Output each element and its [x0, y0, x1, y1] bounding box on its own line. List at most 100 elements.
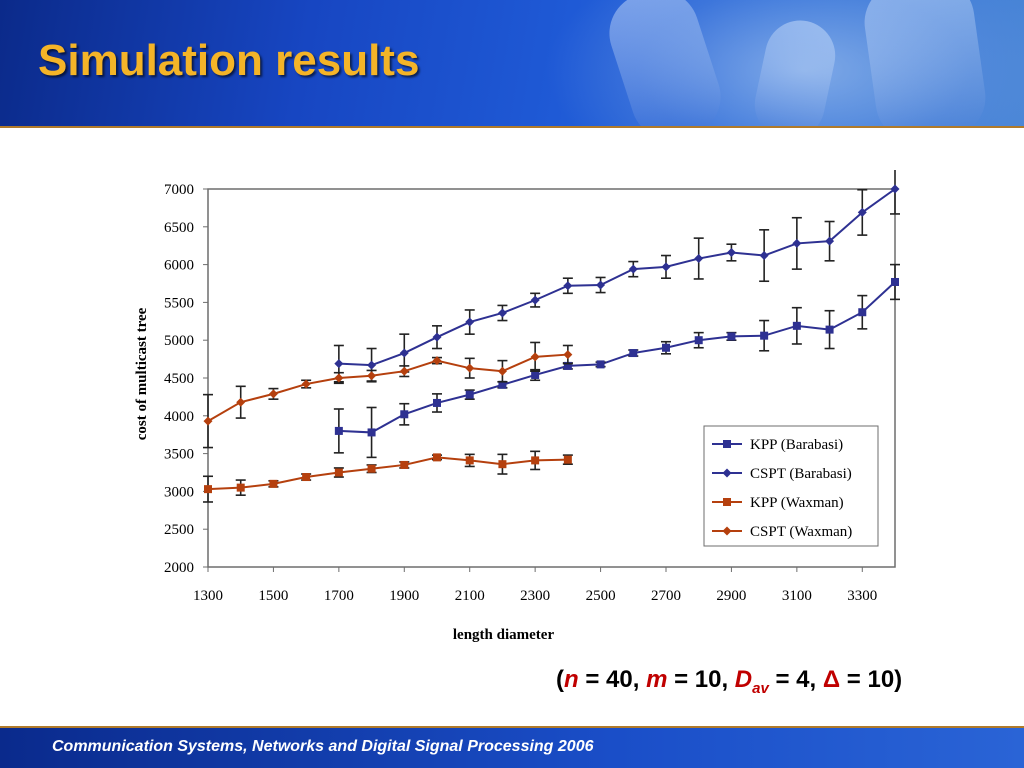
data-point	[334, 373, 344, 383]
data-point	[792, 238, 802, 248]
legend-entry: KPP (Waxman)	[750, 495, 844, 511]
data-point	[400, 460, 409, 469]
data-point	[204, 485, 212, 494]
data-point	[628, 264, 638, 274]
data-point	[563, 361, 572, 370]
data-point	[563, 350, 573, 360]
param-delta-symbol: Δ	[822, 666, 841, 693]
data-point	[433, 398, 441, 407]
header-divider	[0, 126, 1024, 128]
legend-entry: CSPT (Barabasi)	[750, 466, 852, 482]
x-tick-label: 1500	[258, 588, 288, 604]
data-point	[563, 455, 572, 464]
slide-title: Simulation results	[38, 36, 420, 85]
x-tick-label: 2500	[586, 588, 616, 604]
data-point	[334, 468, 343, 477]
param-m-value: = 10,	[667, 666, 735, 693]
data-point	[497, 308, 507, 318]
banner-glow	[544, 0, 1024, 128]
x-tick-label: 2900	[716, 588, 746, 604]
footer-divider	[0, 726, 1024, 728]
data-point	[857, 207, 867, 217]
data-point	[694, 336, 703, 345]
data-point	[759, 251, 769, 261]
x-tick-label: 3100	[782, 588, 812, 604]
data-point	[858, 308, 867, 317]
data-point	[334, 426, 343, 435]
data-point	[694, 254, 704, 264]
data-point	[334, 359, 344, 369]
param-n-value: = 40,	[578, 666, 647, 693]
data-point	[825, 236, 835, 246]
y-axis-label: cost of multicast tree	[134, 307, 150, 440]
param-m-var: m	[646, 666, 668, 693]
data-point	[236, 397, 246, 407]
legend-swatch-marker	[723, 440, 731, 448]
data-point	[530, 352, 540, 362]
data-point	[596, 360, 605, 369]
data-point	[531, 456, 540, 465]
data-point	[302, 473, 311, 482]
data-point	[367, 464, 376, 473]
data-point	[301, 379, 311, 389]
x-tick-label: 3300	[847, 588, 877, 604]
data-point	[432, 332, 442, 342]
data-point	[727, 332, 736, 341]
y-tick-label: 3500	[164, 447, 194, 463]
legend-box	[703, 425, 879, 547]
data-point	[596, 280, 606, 290]
data-point	[629, 349, 638, 358]
data-point	[399, 366, 409, 376]
data-point	[792, 321, 801, 330]
data-point	[760, 331, 769, 340]
series-line	[338, 281, 896, 434]
x-tick-label: 2300	[520, 588, 550, 604]
y-tick-label: 6500	[164, 220, 194, 236]
legend-entry: CSPT (Waxman)	[750, 524, 852, 540]
x-tick-label: 1700	[324, 588, 354, 604]
cost-vs-diameter-chart: 1300 1500 1700 1900 2100 2300 2500 2700 2900 3100…	[134, 170, 900, 643]
series-line	[338, 188, 896, 367]
footer-text: Communication Systems, Networks and Digi…	[52, 738, 594, 755]
y-tick-label: 3000	[164, 484, 194, 500]
data-point	[825, 325, 834, 334]
footer-bar: Communication Systems, Networks and Digi…	[0, 728, 1024, 768]
data-point	[662, 343, 670, 352]
y-tick-label: 4500	[164, 371, 194, 387]
data-point	[367, 371, 377, 381]
param-d-value: = 4,	[768, 666, 823, 693]
data-point	[661, 262, 671, 272]
legend-swatch-marker	[722, 468, 732, 478]
data-point	[236, 483, 245, 492]
data-point	[367, 428, 376, 437]
y-tick-label: 5500	[164, 295, 194, 311]
data-point	[891, 277, 899, 286]
data-point	[400, 410, 409, 419]
data-point	[432, 356, 442, 366]
legend-swatch-marker	[723, 498, 731, 506]
data-point	[498, 380, 507, 389]
data-point	[465, 456, 474, 465]
param-d-subscript: av	[752, 679, 769, 697]
y-tick-label: 5000	[164, 333, 194, 349]
y-tick-label: 2500	[164, 522, 194, 538]
x-tick-label: 2700	[651, 588, 681, 604]
param-d-var: D	[734, 666, 753, 693]
legend-entry: KPP (Barabasi)	[750, 437, 843, 453]
x-tick-label: 1300	[193, 588, 223, 604]
data-point	[465, 390, 474, 399]
y-tick-label: 2000	[164, 560, 194, 576]
data-point	[433, 453, 441, 462]
data-point	[498, 460, 507, 469]
banner-cable-graphic	[859, 0, 991, 128]
data-point	[269, 479, 278, 488]
data-point	[203, 416, 213, 426]
header-banner: Simulation results	[0, 0, 1024, 128]
data-point	[890, 184, 900, 194]
data-point	[563, 281, 573, 291]
legend-swatch-marker	[722, 526, 732, 536]
series-line	[207, 456, 568, 491]
data-point	[465, 317, 475, 327]
x-tick-label: 1900	[389, 588, 419, 604]
x-tick-label: 2100	[455, 588, 485, 604]
